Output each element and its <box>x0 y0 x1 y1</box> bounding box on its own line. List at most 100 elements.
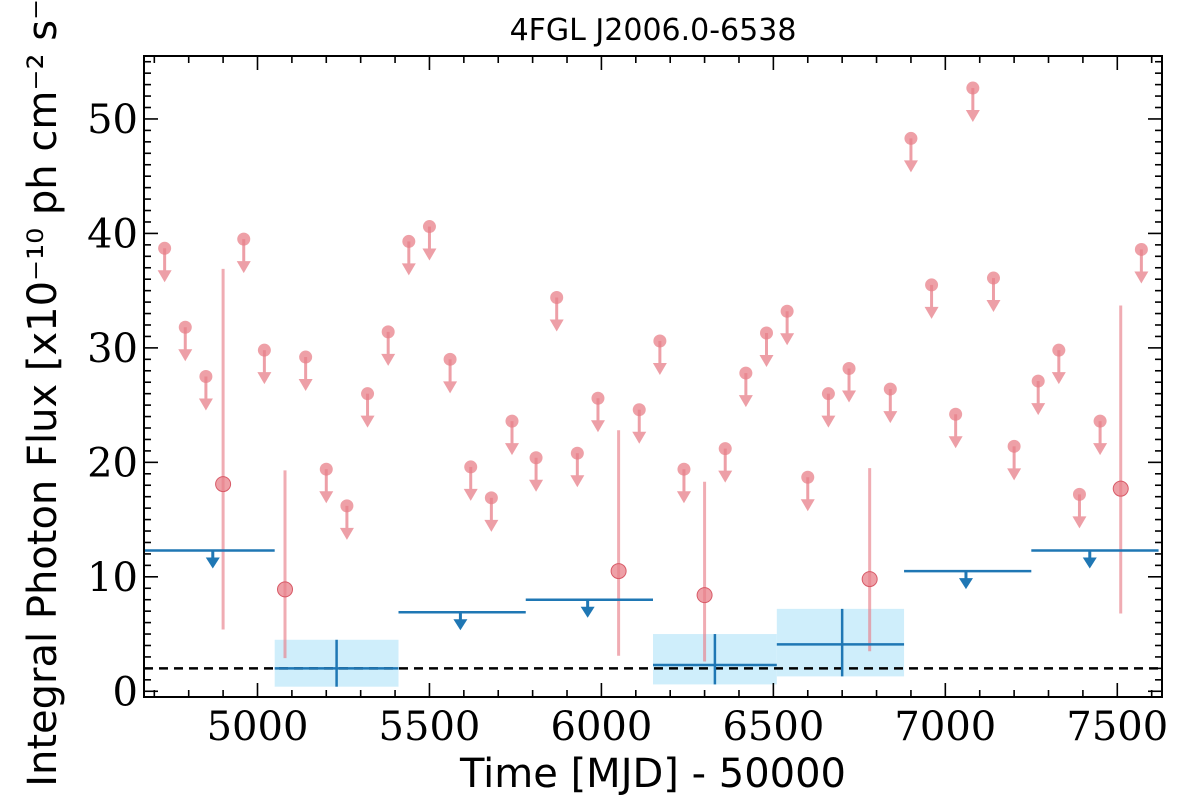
upper-limit-arrow-33 <box>948 414 963 449</box>
upper-limit-arrow-36 <box>1007 446 1022 481</box>
upper-limit-arrow-36-head <box>1007 468 1022 481</box>
upper-limit-arrow-17-head <box>549 319 564 332</box>
upper-limit-arrow-8-head <box>360 415 375 428</box>
upper-limit-arrow-22-head <box>676 491 691 504</box>
x-axis-label: Time [MJD] - 50000 <box>459 751 846 797</box>
upper-limit-arrow-25 <box>759 333 774 368</box>
detection-point-4 <box>861 571 878 588</box>
long-bin-limit-arrow-3 <box>958 571 973 590</box>
upper-limit-arrow-28 <box>821 393 836 428</box>
upper-limit-arrow-8 <box>360 393 375 428</box>
upper-limit-arrow-15 <box>504 421 519 456</box>
upper-limit-arrow-31 <box>903 138 918 173</box>
upper-limit-arrow-27-head <box>800 499 815 512</box>
upper-limit-arrow-20 <box>632 409 647 444</box>
upper-limit-arrow-11-head <box>422 248 437 261</box>
long-bin-limit-arrow-1-head <box>453 619 468 631</box>
upper-limit-arrow-40 <box>1093 421 1108 456</box>
upper-limit-arrow-11 <box>422 226 437 261</box>
upper-limit-arrow-38 <box>1051 350 1066 385</box>
upper-limit-arrow-10-head <box>401 263 416 276</box>
upper-limit-arrow-35-head <box>986 300 1001 313</box>
long-bin-limit-arrow-0 <box>205 550 220 569</box>
x-tick-label-0: 5000 <box>207 704 309 750</box>
axis-ticks: 5000 5500 6000 6500 7000 7500 0 10 20 30 40 50 <box>87 56 1168 750</box>
upper-limit-arrow-34-head <box>965 110 980 123</box>
chart-title: 4FGL J2006.0-6538 <box>510 13 797 48</box>
upper-limit-arrow-21-head <box>652 363 667 376</box>
upper-limit-arrow-27 <box>800 477 815 512</box>
upper-limit-arrow-24-head <box>738 395 753 408</box>
y-tick-label-4: 40 <box>87 211 138 257</box>
upper-limit-arrow-2 <box>198 376 213 411</box>
upper-limit-arrow-3-head <box>236 261 251 274</box>
upper-limit-arrow-39-head <box>1072 516 1087 529</box>
detection-point-2 <box>610 563 627 580</box>
upper-limit-arrow-9-head <box>381 353 396 366</box>
plot-area <box>144 81 1162 687</box>
upper-limit-arrow-32-head <box>924 306 939 319</box>
upper-limit-point-7 <box>340 499 354 513</box>
upper-limit-arrow-37-head <box>1031 403 1046 416</box>
upper-limit-arrow-14 <box>484 497 499 532</box>
x-tick-label-5: 7500 <box>1066 704 1168 750</box>
upper-limit-arrow-12-head <box>443 381 458 394</box>
upper-limit-arrow-30 <box>883 389 898 424</box>
y-tick-label-5: 50 <box>87 97 138 143</box>
upper-limit-arrow-31-head <box>903 160 918 173</box>
upper-limit-arrow-25-head <box>759 355 774 368</box>
upper-limit-arrow-39 <box>1072 494 1087 529</box>
upper-limit-arrow-26-head <box>780 333 795 346</box>
upper-limit-arrow-1-head <box>178 349 193 362</box>
upper-limit-arrow-22 <box>676 469 691 504</box>
upper-limit-arrow-41 <box>1134 249 1149 284</box>
long-bin-limit-arrow-1 <box>453 612 468 631</box>
upper-limit-arrow-7 <box>339 505 354 540</box>
upper-limit-arrow-6-head <box>319 491 334 504</box>
upper-limit-arrow-32 <box>924 284 939 319</box>
y-tick-label-2: 20 <box>87 440 138 486</box>
upper-limit-arrow-16-head <box>529 479 544 492</box>
upper-limit-arrow-10 <box>401 241 416 276</box>
upper-limit-arrow-23-head <box>718 470 733 483</box>
long-bin-limit-arrow-3-head <box>958 578 973 590</box>
upper-limit-arrow-14-head <box>484 519 499 532</box>
upper-limit-arrow-6 <box>319 469 334 504</box>
long-bin-limit-arrow-4-head <box>1082 557 1097 569</box>
detection-point-3 <box>696 587 713 604</box>
upper-limit-arrow-1 <box>178 327 193 362</box>
upper-limit-arrow-5 <box>298 357 313 392</box>
y-axis-label: Integral Photon Flux [x10⁻¹⁰ ph cm⁻² s⁻¹… <box>20 0 66 787</box>
upper-limit-arrow-40-head <box>1093 443 1108 456</box>
upper-limit-arrow-4-head <box>257 372 272 385</box>
long-bin-band-2 <box>776 608 905 677</box>
upper-limit-arrow-0 <box>157 248 172 283</box>
long-bin-limit-arrow-0-head <box>205 557 220 569</box>
long-bin-limit-arrow-2 <box>580 599 595 618</box>
upper-limit-arrow-13 <box>463 466 478 501</box>
long-bin-limit-arrow-4 <box>1082 550 1097 569</box>
upper-limit-arrow-26 <box>780 311 795 346</box>
x-tick-label-1: 5500 <box>379 704 481 750</box>
upper-limit-arrow-18 <box>570 453 585 488</box>
long-bin-limit-arrow-2-head <box>580 606 595 618</box>
upper-limit-arrow-19 <box>590 398 605 433</box>
upper-limit-arrow-29 <box>842 368 857 403</box>
upper-limit-arrow-37 <box>1031 381 1046 416</box>
upper-limit-arrow-2-head <box>198 398 213 411</box>
upper-limit-arrow-13-head <box>463 488 478 501</box>
upper-limit-arrow-17 <box>549 297 564 332</box>
x-tick-label-3: 6500 <box>722 704 824 750</box>
upper-limit-arrow-4 <box>257 350 272 385</box>
upper-limit-arrow-41-head <box>1134 271 1149 284</box>
y-tick-label-1: 10 <box>87 555 138 601</box>
upper-limit-arrow-34 <box>965 88 980 123</box>
x-tick-label-4: 7000 <box>894 704 996 750</box>
upper-limit-arrow-19-head <box>590 420 605 433</box>
upper-limit-arrow-5-head <box>298 379 313 392</box>
upper-limit-arrow-28-head <box>821 415 836 428</box>
upper-limit-arrow-21 <box>652 341 667 376</box>
upper-limit-arrow-0-head <box>157 270 172 283</box>
detection-point-5 <box>1112 480 1129 497</box>
